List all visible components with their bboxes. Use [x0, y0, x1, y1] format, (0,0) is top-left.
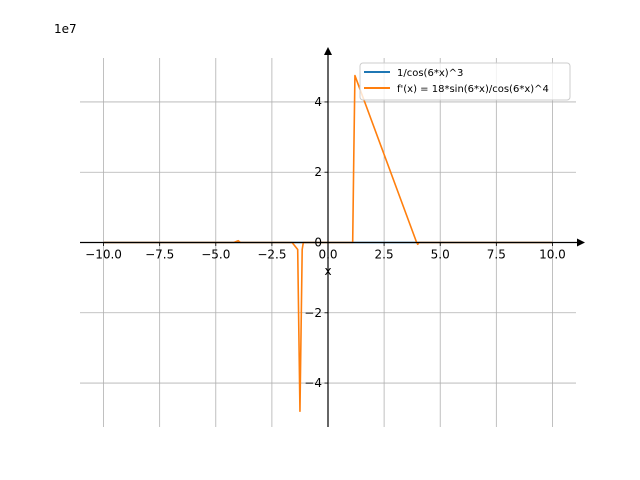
x-tick-label-1: −7.5: [145, 248, 174, 262]
x-tick-label-2: −5.0: [201, 248, 230, 262]
y-tick-label-1: −2: [304, 306, 322, 320]
y-axis-multiplier: 1e7: [54, 22, 77, 36]
x-tick-label-4: 0.0: [318, 248, 337, 262]
x-tick-label-8: 10.0: [539, 248, 566, 262]
x-tick-label-0: −10.0: [85, 248, 122, 262]
x-tick-label-7: 7.5: [487, 248, 506, 262]
y-tick-label-2: 0: [314, 236, 322, 250]
legend-label-series-2: f'(x) = 18*sin(6*x)/cos(6*x)^4: [397, 84, 549, 95]
tick-labels: −10.0 −7.5 −5.0 −2.5 0.0 2.5 5.0 7.5 10.0 −4 −2 0 2 4: [85, 95, 566, 390]
y-tick-label-4: 4: [314, 95, 322, 109]
x-tick-label-5: 2.5: [375, 248, 394, 262]
y-tick-label-0: −4: [304, 376, 322, 390]
y-tick-label-3: 2: [314, 165, 322, 179]
y-axis-arrow: [324, 47, 332, 55]
x-axis-label: x: [324, 264, 331, 278]
legend: 1/cos(6*x)^3 f'(x) = 18*sin(6*x)/cos(6*x…: [359, 62, 571, 101]
x-axis-arrow: [577, 238, 585, 247]
x-tick-label-3: −2.5: [257, 248, 286, 262]
legend-box: [359, 62, 571, 101]
axes: [80, 47, 585, 427]
x-tick-label-6: 5.0: [431, 248, 450, 262]
legend-label-series-1: 1/cos(6*x)^3: [397, 68, 463, 79]
